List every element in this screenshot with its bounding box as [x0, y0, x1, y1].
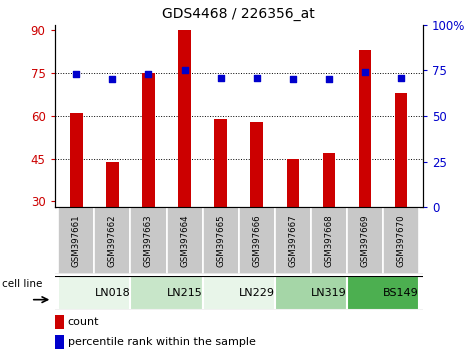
Point [289, 77, 296, 82]
Text: LN229: LN229 [239, 288, 275, 298]
Text: GSM397669: GSM397669 [361, 215, 370, 267]
Title: GDS4468 / 226356_at: GDS4468 / 226356_at [162, 7, 315, 21]
Text: BS149: BS149 [383, 288, 419, 298]
Text: count: count [67, 318, 99, 327]
Bar [55, 335, 64, 348]
Point [73, 71, 80, 77]
Bar [214, 119, 227, 207]
Bar [58, 207, 95, 274]
Bar [383, 207, 419, 274]
Point [253, 75, 260, 80]
Text: LN018: LN018 [95, 288, 130, 298]
Text: GSM397665: GSM397665 [216, 215, 225, 267]
Bar [347, 207, 383, 274]
Bar [95, 207, 131, 274]
Text: GSM397662: GSM397662 [108, 215, 117, 267]
Bar [55, 315, 64, 329]
Text: LN319: LN319 [311, 288, 347, 298]
Bar [203, 276, 275, 310]
Text: GSM397667: GSM397667 [288, 215, 297, 267]
Point [397, 75, 405, 80]
Bar [167, 207, 203, 274]
Point [145, 71, 152, 77]
Text: percentile rank within the sample: percentile rank within the sample [67, 337, 256, 347]
Bar [203, 207, 239, 274]
Text: LN215: LN215 [167, 288, 202, 298]
Bar [131, 207, 167, 274]
Text: GSM397666: GSM397666 [252, 215, 261, 267]
Bar [275, 207, 311, 274]
Bar [70, 113, 83, 207]
Bar [347, 276, 419, 310]
Bar [311, 207, 347, 274]
Bar [359, 50, 371, 207]
Point [361, 69, 369, 75]
Bar [239, 207, 275, 274]
Bar [250, 122, 263, 207]
Bar [58, 276, 131, 310]
Text: cell line: cell line [2, 279, 43, 289]
Text: GSM397663: GSM397663 [144, 215, 153, 267]
Point [109, 77, 116, 82]
Point [181, 68, 189, 73]
Bar [395, 93, 408, 207]
Text: GSM397664: GSM397664 [180, 215, 189, 267]
Bar [178, 30, 191, 207]
Text: GSM397668: GSM397668 [324, 215, 333, 267]
Bar [275, 276, 347, 310]
Bar [286, 159, 299, 207]
Text: GSM397661: GSM397661 [72, 215, 81, 267]
Bar [131, 276, 203, 310]
Point [325, 77, 332, 82]
Point [217, 75, 225, 80]
Text: GSM397670: GSM397670 [397, 215, 406, 267]
Bar [106, 161, 119, 207]
Bar [142, 73, 155, 207]
Bar [323, 153, 335, 207]
